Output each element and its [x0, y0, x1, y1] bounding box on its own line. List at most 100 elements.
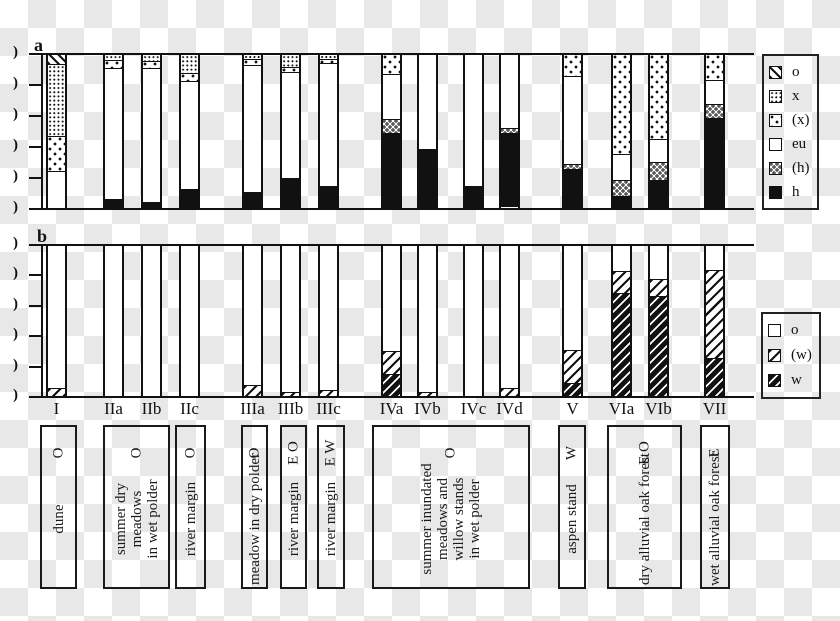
panel-a-bar-IVb-segment-eu [419, 54, 436, 149]
panel-a-bar-IVd [499, 52, 520, 210]
panel-a-bar-I-segment-eu [48, 171, 65, 208]
panel-b-bar-IVc-segment-o [465, 246, 482, 396]
legend-item-o: o [769, 64, 812, 81]
panel-b-y-tick-label-fragment: ) [13, 326, 18, 343]
panel-b-bar-V [562, 244, 583, 398]
x-axis-label-IVc: IVc [460, 399, 487, 418]
panel-a-bar-IIa-segment-h [105, 199, 122, 208]
panel-b-y-tick-label-fragment: ) [13, 265, 18, 282]
panel-b-bar-V-segment-w [564, 383, 581, 396]
panel-b-y-tick [29, 274, 41, 277]
group-box-label-line: aspen stand [564, 484, 580, 554]
panel-a-y-tick-label-fragment: ) [13, 167, 18, 184]
panel-a-bar-IIa-segment-eu [105, 68, 122, 199]
legend-item-h: h [769, 184, 812, 201]
panel-b-bar-V-segment-(w) [564, 349, 581, 384]
panel-a-bar-VIa-segment-(h) [613, 180, 630, 196]
white-swatch-icon [768, 324, 781, 337]
panel-a-bar-IVb [417, 52, 438, 210]
group-box-label-line: willow stands [451, 477, 467, 561]
panel-a-y-tick [29, 83, 41, 86]
panel-b-bar-IIb-segment-o [143, 246, 160, 396]
panel-b-bar-IVa-segment-w [383, 374, 400, 396]
panel-a-bar-IIIa-segment-eu [244, 64, 261, 193]
panel-b-bar-IIIc-segment-(w) [320, 389, 337, 396]
panel-a-bar-IIIa-segment-x [244, 54, 261, 59]
panel-a-bar-IIc-segment-(x) [181, 72, 198, 81]
panel-a-bar-IIIb-segment-eu [282, 72, 299, 178]
panel-b-bar-VIb-segment-(w) [650, 278, 667, 296]
panel-b-bar-VIb-segment-w [650, 295, 667, 396]
panel-b-bar-IVb [417, 244, 438, 398]
group-box-label: wet alluvial oak forest [707, 439, 723, 599]
panel-a-y-axis-line [40, 52, 43, 210]
legend-item-eu: eu [769, 136, 812, 153]
panel-b-bar-IIIa-segment-o [244, 246, 261, 385]
group-box-label-line: wet alluvial oak forest [707, 452, 723, 586]
panel-a-bar-IVb-segment-h [419, 148, 436, 208]
legend-item-label: o [792, 63, 800, 80]
group-box-label-line: meadows [128, 490, 145, 548]
panel-a-bar-VIb-segment-h [650, 179, 667, 208]
panel-a-bar-IIa-segment-x [105, 54, 122, 60]
group-box-label-line: meadows and [435, 477, 451, 561]
x-axis-label-IIc: IIc [180, 399, 199, 418]
group-box-label: river margin [286, 439, 302, 599]
panel-a-bar-IIb-segment-eu [143, 68, 160, 202]
panel-b-bar-IIIa-segment-(w) [244, 384, 261, 396]
panel-b-bar-VIa-segment-(w) [613, 271, 630, 293]
panel-b-bar-VIb-segment-o [650, 246, 667, 279]
group-box-label-line: in wet polder [144, 479, 161, 559]
panel-a-bar-IVd-segment-h [501, 132, 518, 208]
x-axis-label-V: V [566, 399, 579, 418]
panel-b-y-tick-label-fragment: ) [13, 295, 18, 312]
panel-b-bar-IIIb [280, 244, 301, 398]
panel-a-bar-IIIa [242, 52, 263, 210]
group-box-label-line: dune [50, 504, 67, 534]
group-box-label: aspen stand [564, 439, 580, 599]
panel-a-bar-IIa [103, 52, 124, 210]
panel-b-y-tick [29, 335, 41, 338]
panel-a-bar-IVa-segment-h [383, 133, 400, 208]
panel-a-bar-V-segment-(x) [564, 54, 581, 76]
panel-b-bar-IVa-segment-(w) [383, 351, 400, 375]
legend-item-label: h [792, 183, 800, 200]
group-box-label: river margin [183, 439, 199, 599]
panel-a-y-tick [29, 207, 41, 210]
x-axis-label-VII: VII [702, 399, 727, 418]
panel-b-bar-IIIc-segment-o [320, 246, 337, 390]
x-axis-label-IIIa: IIIa [240, 399, 265, 418]
x-axis-label-VIa: VIa [608, 399, 635, 418]
panel-b-bar-VII-segment-o [706, 246, 723, 270]
panel-b-y-tick [29, 244, 41, 246]
group-box-label-line: summer inundated [419, 463, 435, 575]
group-box-label: dune [51, 439, 67, 599]
legend-item-(x): (x) [769, 112, 812, 129]
panel-a-bar-V-segment-h [564, 169, 581, 208]
panel-a-bar-IIIc [318, 52, 339, 210]
panel-a-bar-IVa-segment-(h) [383, 118, 400, 133]
panel-b-bar-IVb-segment-(w) [419, 392, 436, 396]
x-axis-label-IIa: IIa [104, 399, 123, 418]
panel-a-y-tick [29, 145, 41, 148]
legend-item-label: eu [792, 135, 807, 152]
panel-a-bar-IIc-segment-x [181, 54, 198, 73]
circles-swatch-icon [769, 161, 782, 175]
panel-b-bar-IIIb-segment-(w) [282, 392, 299, 396]
panel-a-bar-I-segment-x [48, 64, 65, 136]
panel-a-bar-IIIc-segment-eu [320, 63, 337, 186]
panel-a-bar-IIc [179, 52, 200, 210]
panel-a-bar-IIa-segment-(x) [105, 59, 122, 69]
x-axis-label-IIb: IIb [141, 399, 162, 418]
legend-item-o: o [768, 322, 814, 339]
panel-a-bar-IIIb-segment-h [282, 178, 299, 208]
group-box-label: summer dry meadows in wet polder [113, 439, 161, 599]
panel-a-bar-IIIc-segment-h [320, 185, 337, 208]
x-axis-label-I: I [53, 399, 60, 418]
legend-panel-b: o (w) w [761, 312, 821, 399]
